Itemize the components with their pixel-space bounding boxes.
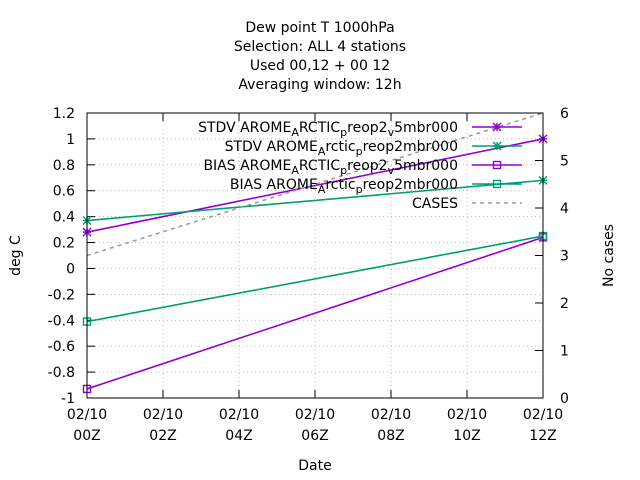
y2-tick-label: 6: [560, 106, 569, 122]
x-tick-label-date: 02/10: [295, 407, 335, 423]
y-axis-label: deg C: [8, 235, 24, 276]
legend-label: STDV AROMEArcticpreop2mbr000: [225, 139, 458, 158]
y-tick-label: 1: [66, 132, 75, 148]
x-tick-label-date: 02/10: [371, 407, 411, 423]
series-3: [82, 231, 548, 326]
legend-entry-1: STDV AROMEArcticpreop2mbr000: [225, 139, 522, 158]
x-axis-label: Date: [298, 458, 331, 474]
legend-label-part: p: [356, 145, 363, 158]
series-line: [86, 138, 544, 233]
legend-label: BIAS AROMEArcticpreop2mbr000: [230, 177, 458, 196]
series-line: [86, 235, 544, 323]
x-tick-label-time: 00Z: [73, 428, 100, 444]
x-tick-label-time: 04Z: [225, 428, 252, 444]
x-tick-label-time: 12Z: [529, 428, 556, 444]
legend-label-part: A: [318, 183, 326, 196]
y-tick-label: -0.4: [48, 313, 75, 329]
legend-label-part: 5mbr000: [394, 158, 458, 174]
legend-label-part: RCTIC: [299, 120, 340, 136]
legend-label-part: 5mbr000: [394, 120, 458, 136]
plot-frame: [86, 112, 544, 399]
chart-title: Dew point T 1000hPa Selection: ALL 4 stat…: [234, 20, 406, 93]
legend-entry-2: BIAS AROMEARCTICpreop2v5mbr000: [203, 158, 522, 177]
series: [82, 112, 548, 394]
y-tick-label: -0.2: [48, 287, 75, 303]
y-tick-label: 1.2: [53, 106, 75, 122]
y2-tick-label: 2: [560, 296, 569, 312]
y-tick-label: 0.6: [53, 184, 75, 200]
x-tick-label-time: 08Z: [377, 428, 404, 444]
legend-label-part: BIAS AROME: [203, 158, 291, 174]
y-tick-label: 0: [66, 261, 75, 277]
legend-label-part: v: [388, 164, 395, 177]
legend-sample-marker: [492, 122, 502, 132]
legend-label-part: reop2: [347, 120, 387, 136]
y2-tick-label: 0: [560, 391, 569, 407]
legend-label-part: A: [318, 145, 326, 158]
y-axis-ticks: -1 -0.8 -0.6 -0.4 -0.2 0 0.2 0.4 0.6 0.8 1 1.2: [48, 106, 95, 407]
x-tick-label-date: 02/10: [67, 407, 107, 423]
legend-label-part: STDV AROME: [198, 120, 291, 136]
legend-label-part: rctic: [325, 177, 355, 193]
legend-label-part: v: [388, 126, 395, 139]
legend-label-part: A: [291, 126, 299, 139]
x-tick-label-time: 06Z: [301, 428, 328, 444]
title-line: Dew point T 1000hPa: [245, 20, 394, 36]
y2-tick-label: 3: [560, 249, 569, 265]
legend-label-part: p: [340, 126, 347, 139]
y2-tick-label: 4: [560, 201, 569, 217]
x-tick-label-time: 02Z: [149, 428, 176, 444]
x-tick-label-time: 10Z: [453, 428, 480, 444]
y-tick-label: 0.4: [53, 210, 75, 226]
legend-label-part: A: [291, 164, 299, 177]
y2-axis-ticks: 0 1 2 3 4 5 6: [535, 106, 569, 407]
legend-label-part: BIAS AROME: [230, 177, 318, 193]
marker-stroke: [492, 122, 502, 132]
y2-tick-label: 1: [560, 344, 569, 360]
series-line: [86, 179, 544, 222]
y-tick-label: -0.8: [48, 365, 75, 381]
series-line: [86, 236, 544, 390]
legend-sample-marker: [492, 160, 502, 170]
legend-label-part: reop2mbr000: [363, 139, 458, 155]
legend-entry-0: STDV AROMEARCTICpreop2v5mbr000: [198, 120, 522, 139]
legend-label-part: STDV AROME: [225, 139, 318, 155]
legend-label: CASES: [412, 196, 458, 212]
x-tick-label-date: 02/10: [219, 407, 259, 423]
x-tick-label-date: 02/10: [447, 407, 487, 423]
grid: [87, 113, 543, 398]
legend-label-part: rctic: [325, 139, 355, 155]
title-line: Used 00,12 + 00 12: [250, 58, 390, 74]
y-tick-label: -0.6: [48, 339, 75, 355]
marker-stroke: [492, 141, 502, 151]
x-tick-label-date: 02/10: [523, 407, 563, 423]
legend-label-part: reop2mbr000: [363, 177, 458, 193]
legend-label: BIAS AROMEARCTICpreop2v5mbr000: [203, 158, 458, 177]
legend-sample-marker: [492, 141, 502, 151]
y2-axis-label: No cases: [601, 224, 617, 287]
title-line: Selection: ALL 4 stations: [234, 39, 406, 55]
legend-entry-3: BIAS AROMEArcticpreop2mbr000: [230, 177, 522, 196]
legend-label: STDV AROMEARCTICpreop2v5mbr000: [198, 120, 458, 139]
legend-label-part: p: [340, 164, 347, 177]
y2-tick-label: 5: [560, 154, 569, 170]
legend-label-part: CASES: [412, 196, 458, 212]
y-tick-label: 0.8: [53, 158, 75, 174]
legend-entry-4: CASES: [412, 196, 522, 212]
y-tick-label: 0.2: [53, 236, 75, 252]
legend-label-part: RCTIC: [299, 158, 340, 174]
y-tick-label: -1: [61, 391, 75, 407]
legend-label-part: reop2: [347, 158, 387, 174]
legend-sample-marker: [492, 179, 502, 189]
x-axis-ticks: 02/10 00Z 02/10 02Z 02/10 04Z 02/10 06Z 02/10 08Z…: [67, 113, 563, 444]
legend-label-part: p: [356, 183, 363, 196]
title-line: Averaging window: 12h: [238, 77, 401, 93]
x-tick-label-date: 02/10: [143, 407, 183, 423]
